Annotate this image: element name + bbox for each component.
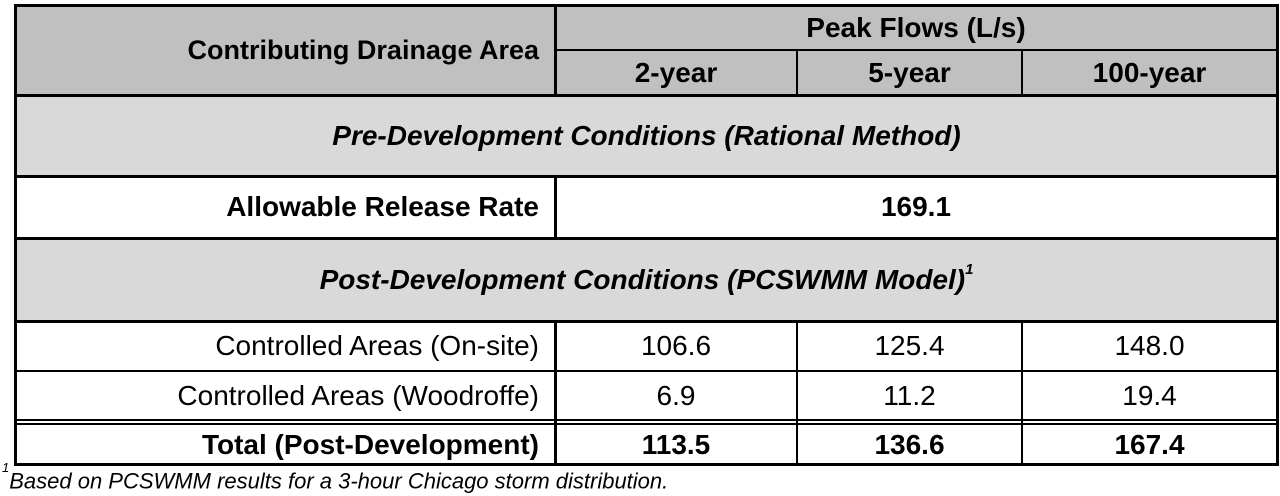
border	[554, 321, 557, 464]
footnote-sup: 1	[2, 460, 10, 475]
cell: 6.9	[656, 379, 696, 411]
border	[16, 320, 1277, 323]
border	[16, 423, 1277, 425]
border	[796, 321, 798, 464]
cell: 125.4	[874, 329, 945, 361]
total-cell: 113.5	[641, 428, 711, 460]
border	[16, 237, 1277, 240]
border	[1021, 321, 1023, 464]
row-label-woodroffe: Controlled Areas (Woodroffe)	[177, 379, 539, 411]
allowable-label: Allowable Release Rate	[226, 191, 539, 222]
border	[1276, 4, 1279, 466]
cell: 11.2	[883, 379, 936, 411]
border	[14, 4, 17, 466]
post-section-sup: 1	[965, 261, 974, 278]
border	[16, 94, 1277, 97]
header-group: Peak Flows (L/s)	[555, 6, 1277, 50]
row-label-onsite: Controlled Areas (On-site)	[215, 329, 539, 361]
border	[554, 6, 557, 96]
header-col-2yr: 2-year	[555, 50, 797, 95]
border	[1021, 50, 1023, 96]
total-cell: 136.6	[874, 428, 945, 460]
pre-development-section: Pre-Development Conditions (Rational Met…	[16, 95, 1277, 176]
total-cell: 167.4	[1114, 428, 1185, 460]
cell: 106.6	[640, 329, 712, 361]
total-label: Total (Post-Development)	[201, 428, 539, 460]
border	[16, 175, 1277, 178]
header-row-label: Contributing Drainage Area	[16, 6, 555, 95]
border	[16, 419, 1277, 421]
header-col-100yr: 100-year	[1022, 50, 1277, 95]
border	[14, 463, 1279, 466]
footnote-text: Based on PCSWMM results for a 3-hour Chi…	[9, 468, 669, 494]
border	[14, 4, 1279, 7]
allowable-value: 169.1	[880, 191, 952, 222]
post-section-text: Post-Development Conditions (PCSWMM Mode…	[319, 263, 966, 295]
cell: 19.4	[1122, 379, 1177, 411]
border	[554, 176, 557, 238]
border	[16, 370, 1277, 372]
border	[796, 50, 798, 96]
header-col-5yr: 5-year	[797, 50, 1022, 95]
post-development-section: Post-Development Conditions (PCSWMM Mode…	[16, 238, 1277, 321]
cell: 148.0	[1114, 329, 1185, 361]
footnote: 1Based on PCSWMM results for a 3-hour Ch…	[2, 460, 669, 494]
border	[555, 49, 1277, 51]
